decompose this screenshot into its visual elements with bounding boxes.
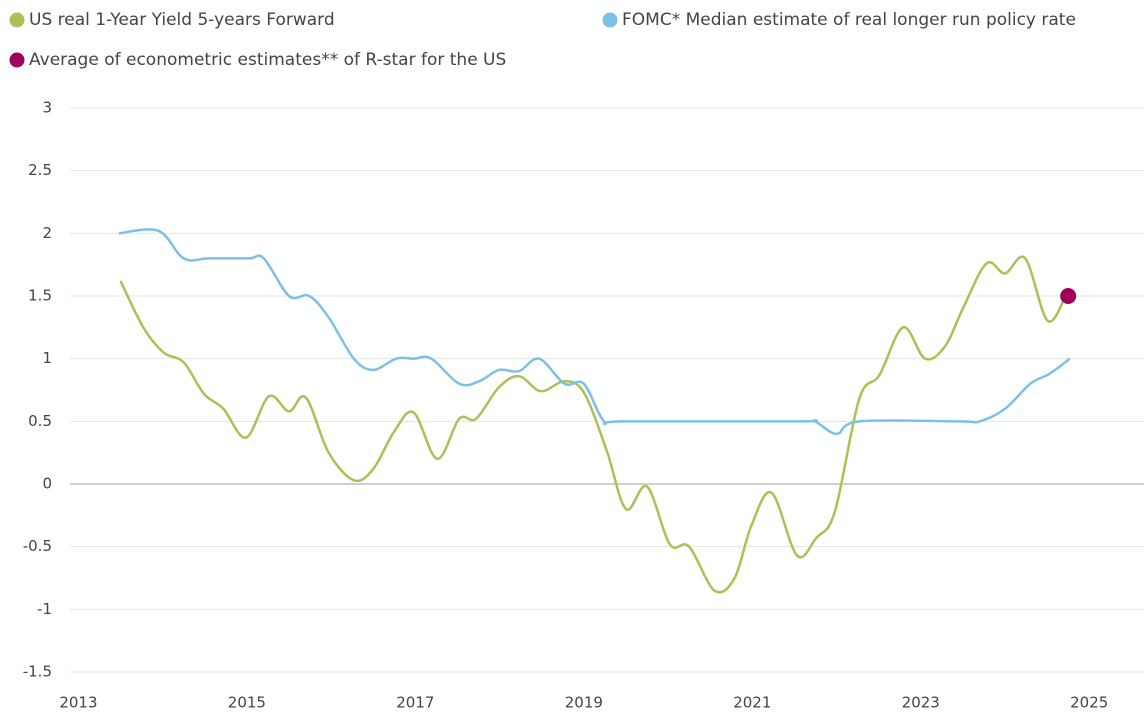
legend-swatch (9, 52, 25, 68)
legend-label: FOMC* Median estimate of real longer run… (622, 10, 1076, 30)
y-tick-label: 2.5 (28, 161, 52, 179)
legend-label: Average of econometric estimates** of R-… (29, 50, 506, 70)
point (1060, 288, 1077, 304)
y-tick-label: 1.5 (28, 287, 52, 305)
legend-swatch (602, 12, 618, 28)
y-tick-label: 3 (42, 99, 52, 117)
x-tick-label: 2021 (733, 694, 771, 712)
line (118, 228, 1071, 436)
legend-swatch (9, 12, 25, 28)
x-tick-label: 2025 (1070, 694, 1108, 712)
y-tick-label: 2 (42, 224, 52, 242)
y-tick-label: 0.5 (28, 412, 52, 430)
legend-label: US real 1-Year Yield 5-years Forward (29, 10, 335, 30)
x-tick-label: 2017 (396, 694, 434, 712)
x-tick-label: 2013 (59, 694, 97, 712)
x-tick-label: 2019 (565, 694, 603, 712)
line (119, 255, 1070, 594)
y-tick-label: -0.5 (23, 537, 52, 555)
y-tick-label: 0 (42, 475, 52, 493)
y-tick-label: -1 (37, 600, 52, 618)
y-tick-label: -1.5 (23, 663, 52, 681)
y-tick-label: 1 (42, 349, 52, 367)
x-tick-label: 2023 (902, 694, 940, 712)
x-tick-label: 2015 (228, 694, 266, 712)
